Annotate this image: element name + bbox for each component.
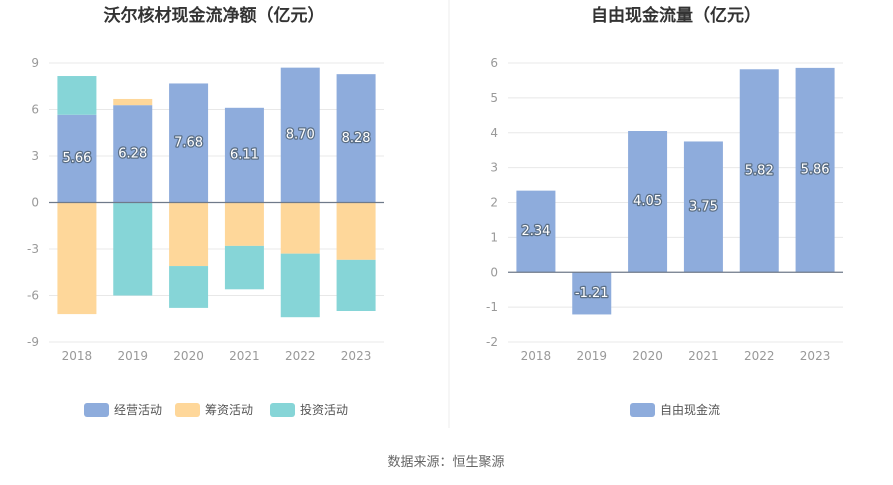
bar-value-label: 6.11 (230, 148, 259, 163)
legend-label: 筹资活动 (205, 403, 253, 417)
y-tick-label: 0 (490, 265, 498, 279)
bar-2022-s0 (739, 69, 779, 273)
y-tick-label: 5 (490, 91, 498, 105)
bar-2023-s0 (795, 67, 835, 273)
legend-swatch (84, 403, 109, 417)
legend-swatch (270, 403, 295, 417)
y-tick-label: 1 (490, 230, 498, 244)
y-tick-label: 6 (490, 56, 498, 70)
y-tick-label: 4 (490, 126, 498, 140)
x-tick-label: 2021 (688, 349, 719, 363)
bar-value-label: 8.70 (286, 128, 315, 143)
bar-2019-s0 (113, 105, 153, 203)
bar-2019-s1 (113, 98, 153, 106)
bar-value-label: 5.66 (62, 151, 91, 166)
y-tick-label: 9 (31, 56, 39, 70)
bar-2022-s2 (280, 253, 320, 318)
bar-value-label: 2.34 (521, 224, 550, 239)
x-tick-label: 2018 (521, 349, 552, 363)
bar-value-label: 5.82 (745, 163, 774, 178)
bar-2018-s0 (57, 114, 97, 203)
x-tick-label: 2022 (744, 349, 775, 363)
bar-2022-s0 (280, 67, 320, 203)
y-tick-label: 3 (490, 161, 498, 175)
free-cash-flow-chart: 自由现金流量（亿元） 6 5 4 3 2 1 0 -1 -2 2018 2019 2020 2021 202… (486, 5, 843, 417)
bar-2021-s1 (224, 202, 264, 246)
x-tick-label: 2019 (576, 349, 607, 363)
y-tick-label: -2 (486, 335, 498, 349)
bar-2020-s0 (628, 131, 668, 273)
x-tick-label: 2023 (341, 349, 372, 363)
legend-swatch (630, 403, 655, 417)
bar-2019-s0 (572, 272, 612, 315)
legend-label: 自由现金流 (660, 402, 720, 417)
y-tick-label: 2 (490, 196, 498, 210)
chart-title: 沃尔核材现金流净额（亿元） (104, 5, 325, 26)
bar-2021-s2 (224, 245, 264, 290)
legend-swatch (175, 403, 200, 417)
source-note: 数据来源：恒生聚源 (387, 455, 504, 470)
bar-2021-s0 (224, 107, 264, 203)
bar-value-label: -1.21 (575, 286, 609, 301)
cash-flow-net-chart: 沃尔核材现金流净额（亿元） 9 6 3 0 -3 -6 -9 2018 2019 2020 2021 2… (27, 5, 384, 417)
legend-label: 投资活动 (300, 402, 348, 417)
bar-value-label: 3.75 (689, 199, 718, 214)
bar-value-label: 4.05 (633, 194, 662, 209)
bar-value-label: 5.86 (801, 163, 830, 178)
y-tick-label: -9 (27, 335, 39, 349)
bar-2020-s1 (169, 202, 209, 267)
bar-value-label: 8.28 (342, 131, 371, 146)
y-tick-label: 0 (31, 196, 39, 210)
y-tick-label: 6 (31, 103, 39, 117)
y-tick-label: -1 (486, 300, 498, 314)
x-tick-label: 2023 (800, 349, 831, 363)
bar-2020-s0 (169, 83, 209, 203)
bar-2018-s1 (57, 202, 97, 315)
bar-2018-s0 (516, 190, 556, 273)
y-tick-label: -3 (27, 242, 39, 256)
bar-2023-s1 (336, 202, 376, 260)
legend-label: 经营活动 (114, 403, 162, 417)
x-tick-label: 2020 (632, 349, 663, 363)
chart-title: 自由现金流量（亿元） (591, 5, 761, 26)
bar-2023-s0 (336, 74, 376, 203)
x-tick-label: 2019 (117, 349, 148, 363)
bar-value-label: 7.68 (174, 135, 203, 150)
x-tick-label: 2018 (62, 349, 93, 363)
bar-2023-s2 (336, 259, 376, 311)
x-tick-label: 2020 (173, 349, 204, 363)
bar-2018-s2 (57, 76, 97, 115)
bar-2021-s0 (683, 141, 723, 273)
bar-2022-s1 (280, 202, 320, 254)
x-tick-label: 2022 (285, 349, 316, 363)
y-tick-label: -6 (27, 289, 39, 303)
bar-2020-s2 (169, 266, 209, 308)
bar-value-label: 6.28 (118, 146, 147, 161)
x-tick-label: 2021 (229, 349, 260, 363)
y-tick-label: 3 (31, 149, 39, 163)
bar-2019-s2 (113, 202, 153, 296)
